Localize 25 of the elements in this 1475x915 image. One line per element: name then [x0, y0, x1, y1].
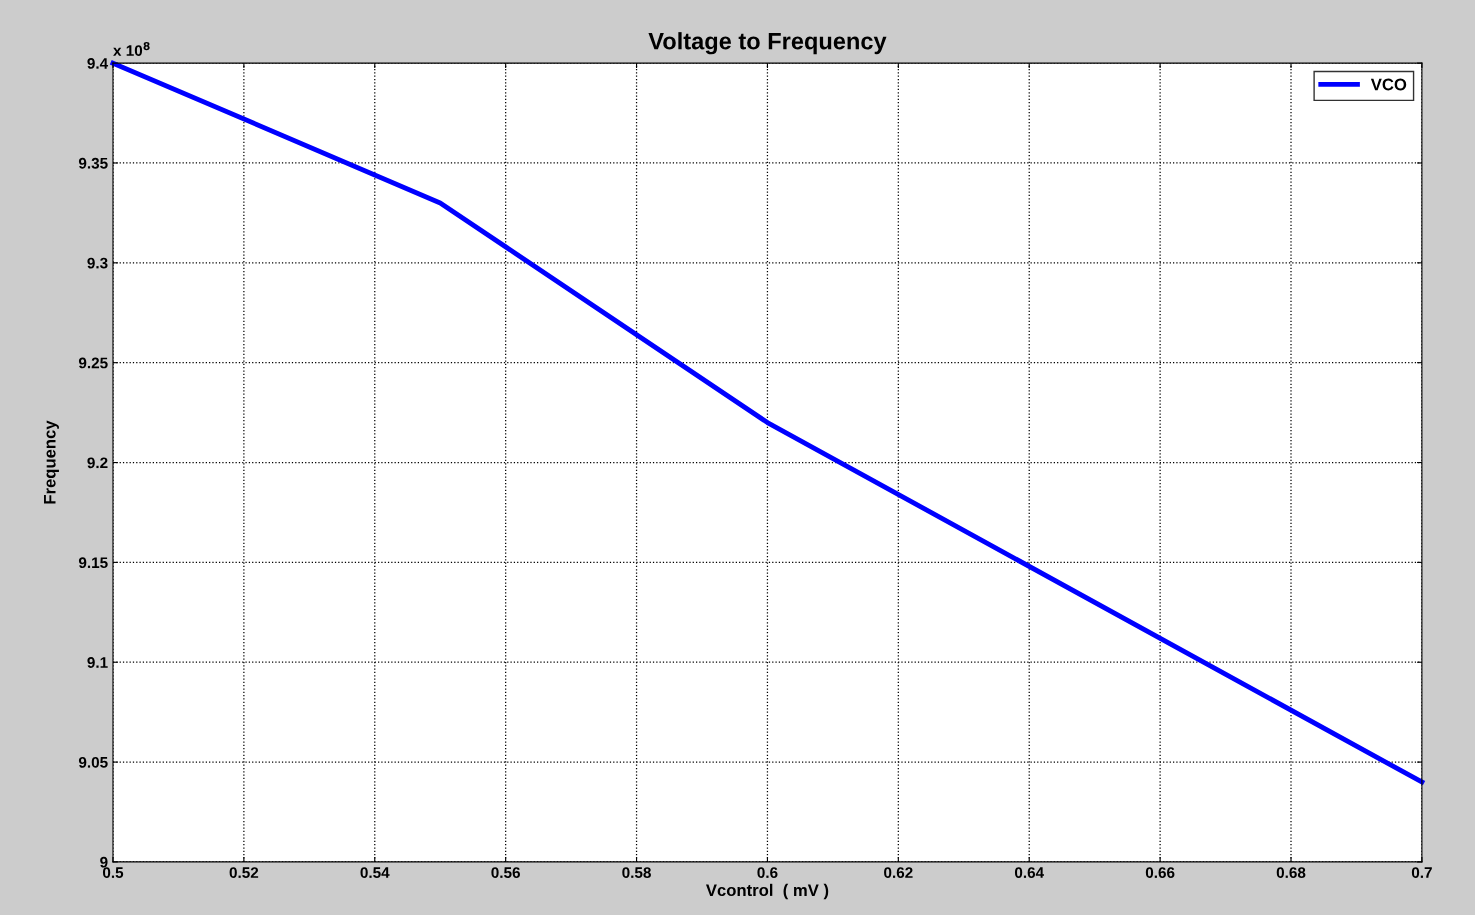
x-tick-label: 0.62: [884, 867, 913, 879]
y-tick-label: 9.05: [78, 756, 108, 768]
x-tick-label: 0.5: [102, 867, 124, 879]
x-tick-label: 0.6: [757, 867, 778, 879]
x-tick-label: 0.58: [622, 867, 651, 879]
y-tick-label: 9.2: [87, 457, 108, 469]
x-tick-label: 0.64: [1014, 867, 1045, 879]
x-tick-label: 0.7: [1411, 867, 1432, 879]
y-tick-label: 9.15: [78, 557, 108, 569]
y-tick-label: 9: [100, 856, 108, 868]
y-tick-label: 9.3: [87, 257, 108, 269]
y-tick-label: 9.35: [78, 157, 108, 169]
x-tick-label: 0.56: [491, 867, 520, 879]
x-tick-label: 0.68: [1276, 867, 1306, 879]
legend-label: VCO: [1370, 78, 1407, 91]
y-axis-title: Frequency: [44, 420, 59, 504]
x-tick-label: 0.66: [1145, 867, 1175, 879]
y-tick-label: 9.1: [87, 657, 108, 668]
x-tick-label: 0.52: [229, 867, 259, 879]
x-axis-title: Vcontrol ( mV ): [705, 883, 829, 900]
chart-title: Voltage to Frequency: [648, 32, 887, 55]
y-tick-label: 9.25: [78, 357, 108, 369]
text: x 10$^{8}$: [113, 42, 150, 56]
x-tick-label: 0.54: [360, 867, 390, 879]
y-tick-label: 9.4: [87, 58, 109, 69]
